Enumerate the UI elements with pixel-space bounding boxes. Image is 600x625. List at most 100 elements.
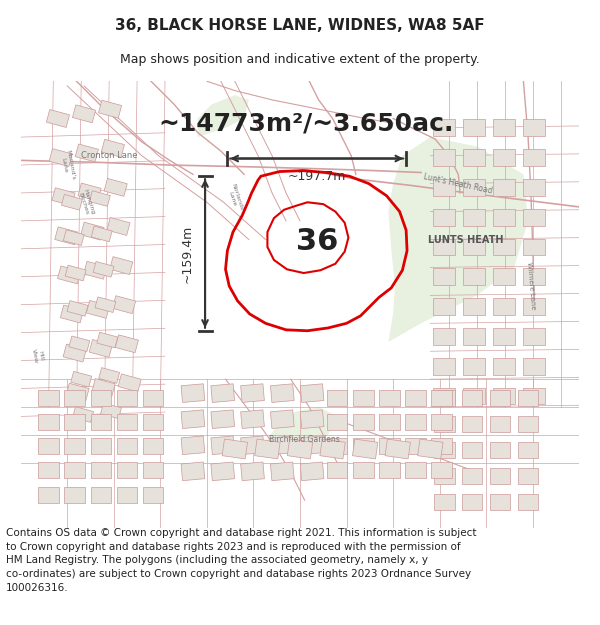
Bar (271, 462, 294, 481)
Bar (91, 390, 111, 406)
Bar (81, 222, 104, 240)
Bar (181, 436, 205, 454)
Bar (327, 390, 347, 406)
Bar (523, 239, 545, 256)
Text: ~197.7m: ~197.7m (287, 170, 346, 182)
Bar (97, 332, 118, 348)
Bar (320, 439, 345, 459)
Bar (300, 384, 324, 402)
Text: Norlands
Lane: Norlands Lane (226, 182, 244, 213)
Text: Hill
View: Hill View (31, 348, 44, 364)
Bar (490, 416, 511, 432)
Bar (385, 439, 410, 459)
Bar (462, 494, 482, 510)
Bar (462, 416, 482, 432)
Bar (431, 390, 452, 406)
Text: Morland's
Lane: Morland's Lane (59, 149, 75, 181)
Bar (255, 439, 280, 459)
Text: Birchfield Gardens: Birchfield Gardens (269, 435, 340, 444)
Bar (61, 305, 83, 323)
Bar (433, 119, 455, 136)
Bar (431, 462, 452, 478)
Bar (64, 438, 85, 454)
Bar (58, 266, 80, 284)
Bar (433, 298, 455, 315)
Bar (143, 390, 163, 406)
Bar (104, 178, 127, 196)
Bar (181, 462, 205, 481)
Bar (91, 438, 111, 454)
Bar (493, 298, 515, 315)
Bar (93, 261, 114, 277)
Bar (98, 100, 122, 118)
Bar (118, 374, 141, 392)
Bar (271, 410, 294, 429)
Bar (463, 179, 485, 196)
Bar (493, 179, 515, 196)
Bar (300, 410, 324, 429)
Bar (463, 357, 485, 374)
Text: Hanging
Birches: Hanging Birches (77, 188, 95, 216)
Bar (181, 384, 205, 402)
Bar (115, 335, 139, 352)
Bar (55, 227, 78, 245)
Text: LUNTS HEATH: LUNTS HEATH (428, 234, 503, 244)
Bar (241, 436, 265, 454)
Bar (431, 438, 452, 454)
Bar (143, 462, 163, 478)
Bar (433, 357, 455, 374)
Bar (71, 371, 92, 387)
Bar (418, 439, 443, 459)
Bar (327, 438, 347, 454)
Bar (143, 487, 163, 502)
Bar (434, 442, 455, 458)
Bar (69, 336, 90, 352)
Bar (143, 438, 163, 454)
Bar (405, 414, 425, 430)
Bar (523, 209, 545, 226)
Bar (493, 268, 515, 285)
Bar (490, 442, 511, 458)
Bar (287, 439, 313, 459)
Bar (433, 149, 455, 166)
Bar (463, 209, 485, 226)
Bar (523, 149, 545, 166)
Bar (518, 494, 538, 510)
Bar (379, 390, 400, 406)
Bar (271, 436, 294, 454)
Bar (523, 328, 545, 345)
Bar (38, 438, 59, 454)
Bar (99, 368, 119, 383)
Bar (523, 179, 545, 196)
Bar (327, 414, 347, 430)
Bar (116, 390, 137, 406)
Bar (405, 390, 425, 406)
Bar (523, 388, 545, 404)
Bar (434, 468, 455, 484)
Bar (49, 149, 73, 166)
Bar (64, 462, 85, 478)
Bar (38, 462, 59, 478)
Text: ~14773m²/~3.650ac.: ~14773m²/~3.650ac. (158, 111, 454, 135)
Bar (112, 296, 136, 314)
Bar (518, 468, 538, 484)
Polygon shape (388, 137, 528, 342)
Bar (89, 191, 110, 206)
Bar (116, 414, 137, 430)
Bar (211, 462, 235, 481)
Bar (352, 439, 378, 459)
Bar (65, 265, 86, 281)
Bar (107, 217, 130, 236)
Bar (64, 230, 84, 246)
Polygon shape (268, 407, 337, 454)
Bar (64, 487, 85, 502)
Text: Wilmere Lane: Wilmere Lane (526, 262, 536, 310)
Bar (63, 344, 86, 362)
Bar (46, 109, 70, 128)
Bar (78, 183, 101, 201)
Text: Contains OS data © Crown copyright and database right 2021. This information is : Contains OS data © Crown copyright and d… (6, 528, 476, 592)
Bar (353, 438, 374, 454)
Bar (91, 226, 112, 242)
Bar (66, 383, 89, 401)
Bar (433, 388, 455, 404)
